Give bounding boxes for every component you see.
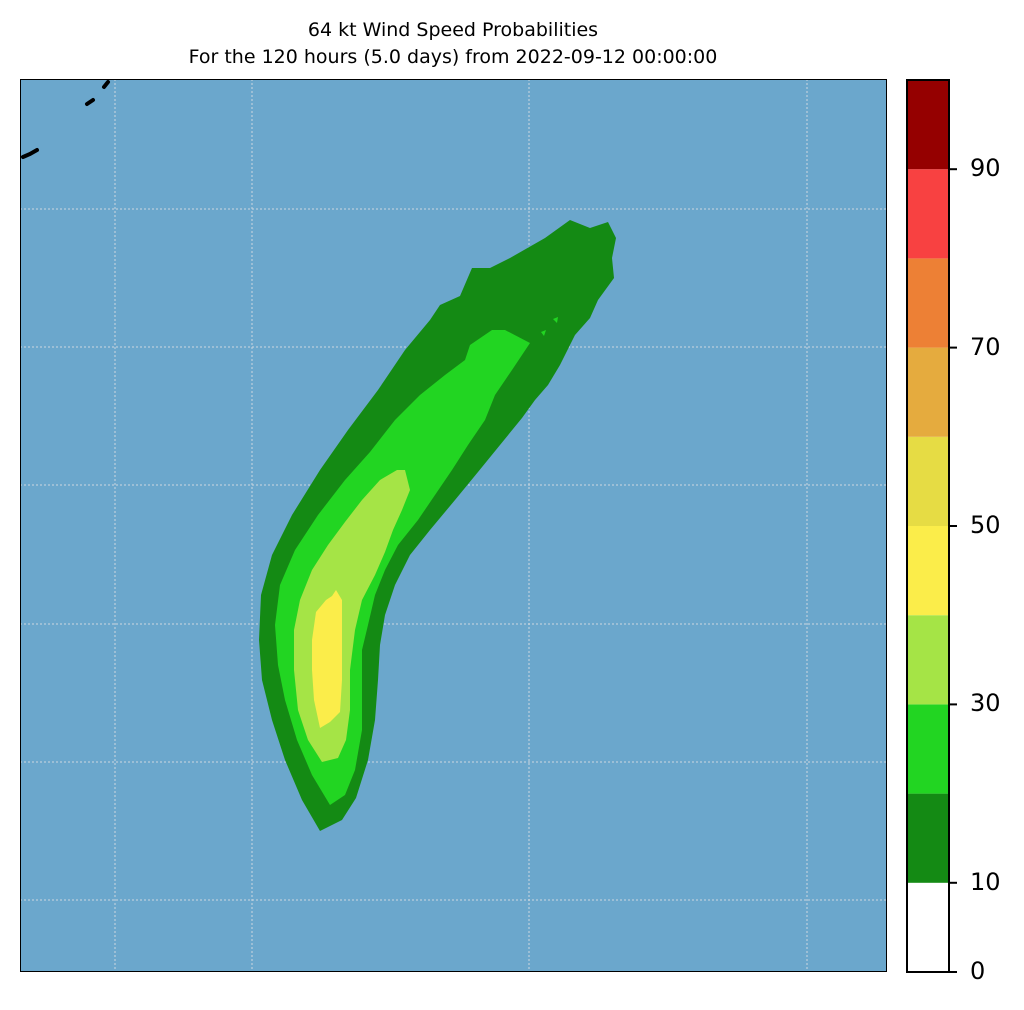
map-subtitle: For the 120 hours (5.0 days) from 2022-0… — [188, 46, 718, 68]
colorbar-tick-label: 10 — [970, 867, 1001, 896]
colorbar-tick-label: 70 — [970, 332, 1001, 361]
contour-40-50 — [312, 590, 342, 728]
colorbar-band — [907, 526, 949, 616]
colorbar-band — [907, 704, 949, 794]
colorbar-band — [907, 169, 949, 259]
ocean-background — [20, 79, 887, 972]
colorbar-bands — [907, 80, 949, 972]
colorbar-band — [907, 882, 949, 972]
colorbar-band — [907, 347, 949, 437]
colorbar-band — [907, 436, 949, 526]
colorbar-frame — [906, 79, 950, 973]
colorbar-tick-label: 0 — [970, 957, 986, 985]
map-title: 64 kt Wind Speed Probabilities — [307, 19, 599, 41]
probability-map — [20, 79, 887, 972]
colorbar — [906, 79, 957, 973]
colorbar-tick-label: 50 — [970, 511, 1001, 539]
colorbar-ticks — [949, 168, 957, 973]
colorbar-band — [907, 80, 949, 170]
colorbar-tick-label: 90 — [970, 154, 1001, 183]
colorbar-tick-label: 30 — [970, 689, 1001, 718]
coastline-islands — [21, 80, 110, 159]
colorbar-band — [907, 258, 949, 348]
colorbar-band — [907, 793, 949, 883]
colorbar-band — [907, 615, 949, 705]
